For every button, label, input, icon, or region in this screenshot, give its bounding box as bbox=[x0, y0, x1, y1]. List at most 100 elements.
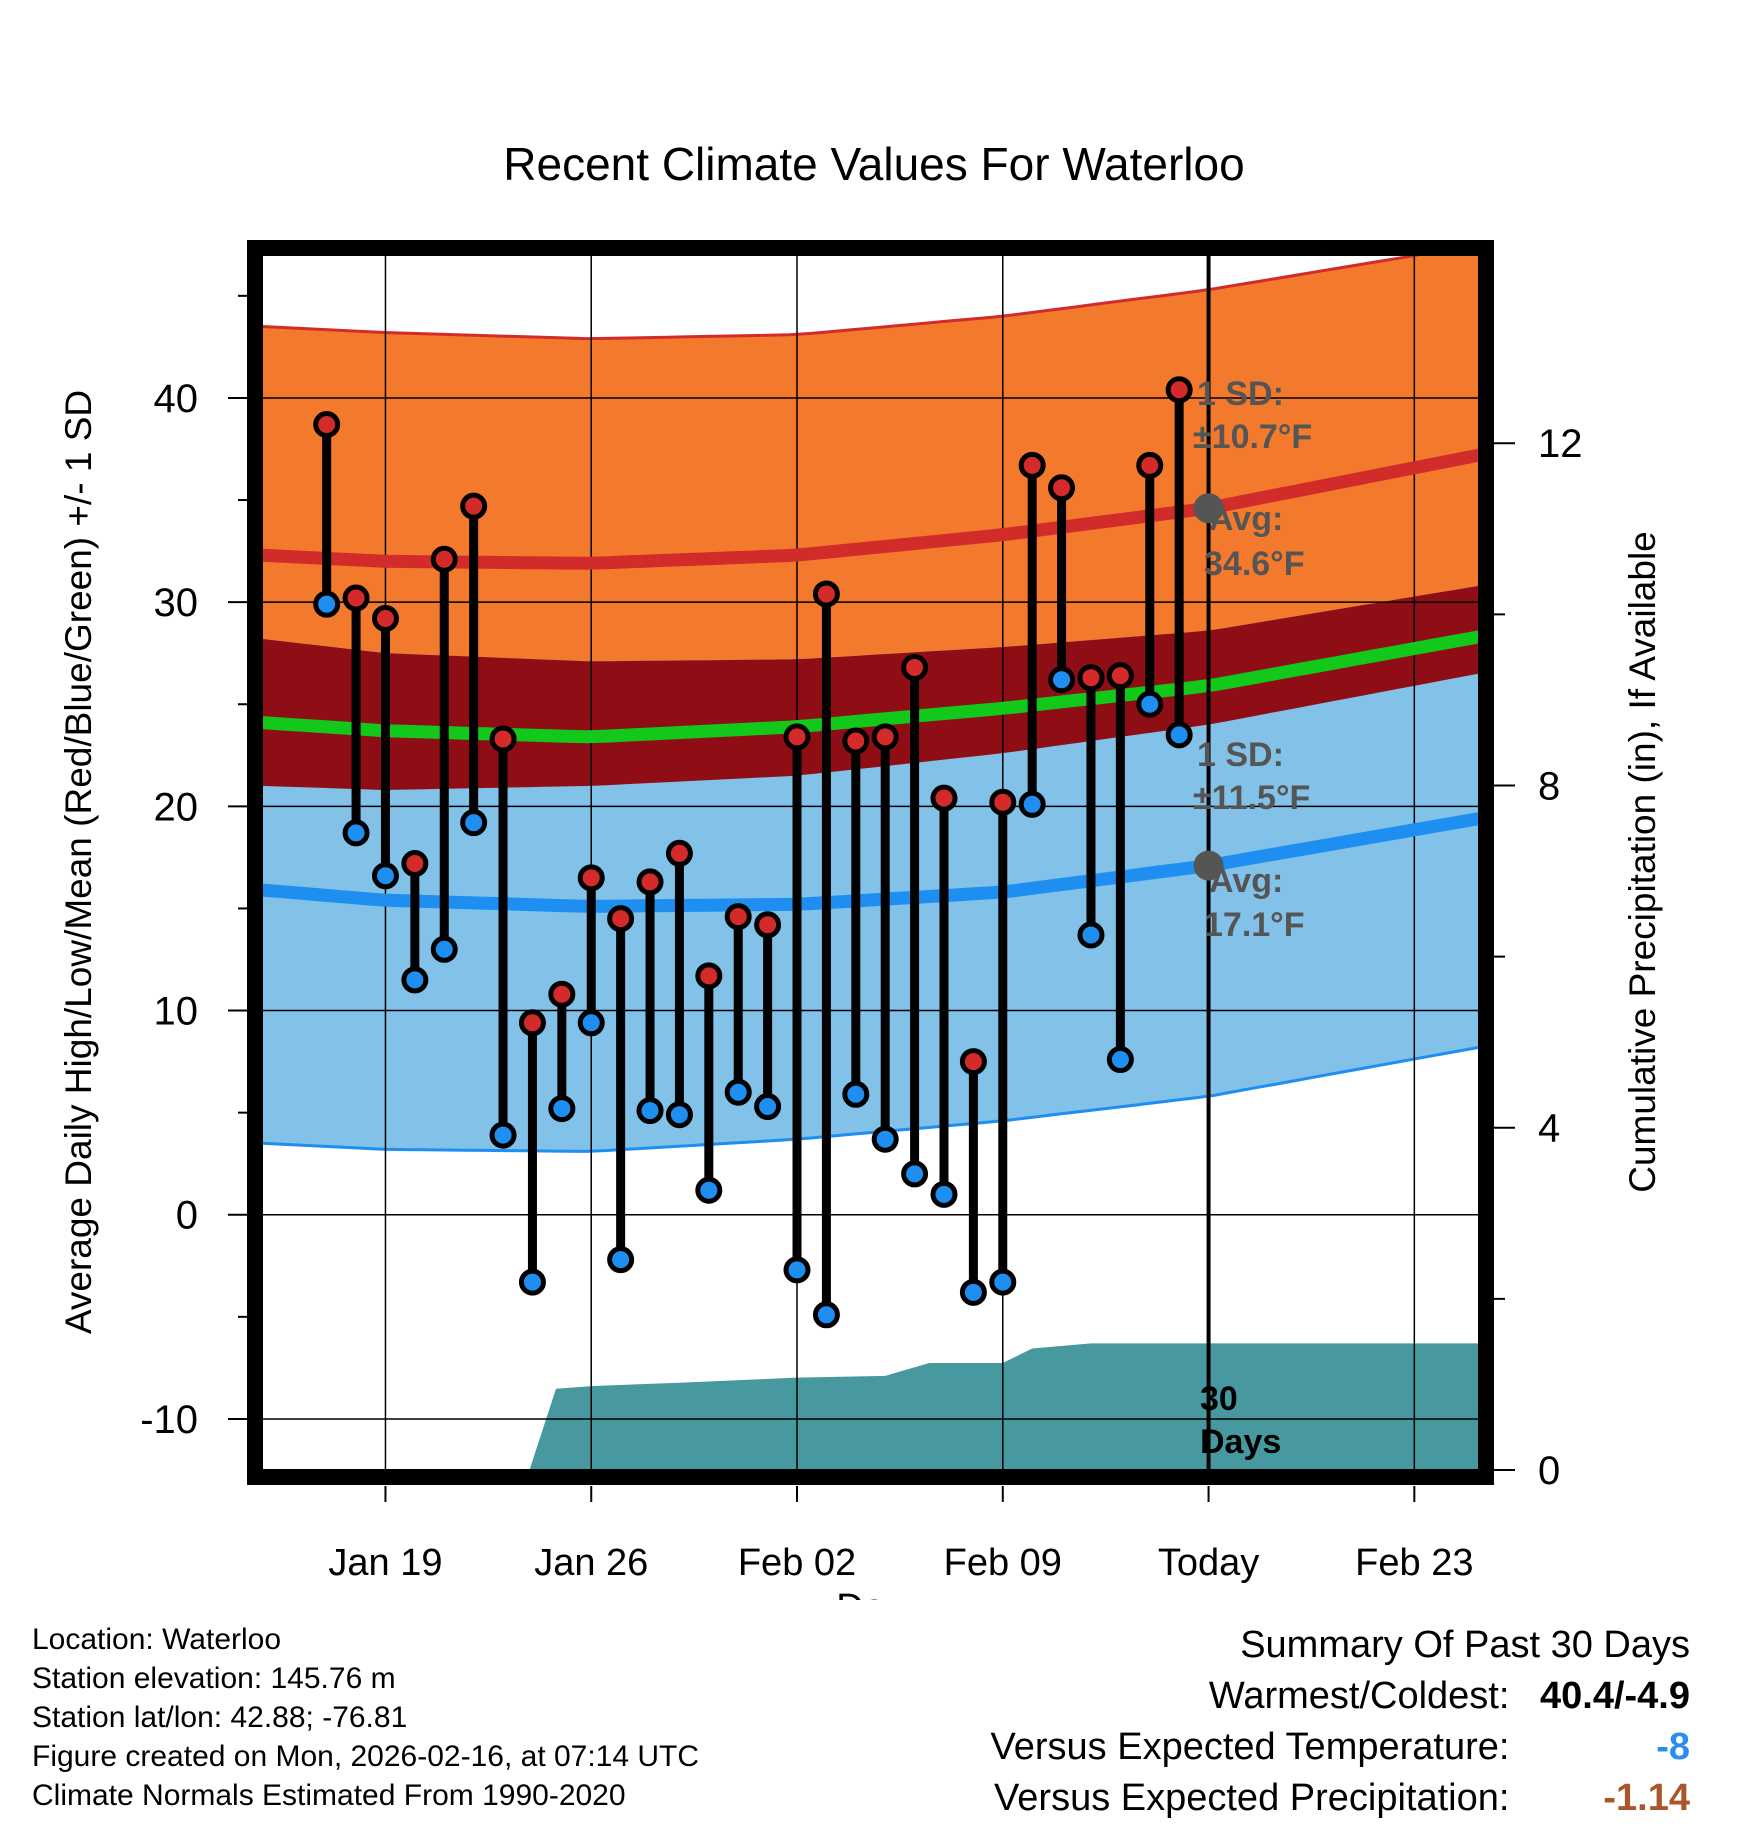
latlon-text: Station lat/lon: 42.88; -76.81 bbox=[32, 1701, 408, 1734]
low-marker bbox=[901, 1160, 929, 1188]
x-tick-label: Feb 23 bbox=[1355, 1542, 1473, 1584]
high-marker bbox=[1018, 451, 1046, 479]
daily-markers bbox=[313, 376, 1193, 1329]
low-marker bbox=[959, 1278, 987, 1306]
low-marker bbox=[371, 862, 399, 890]
high-marker bbox=[1136, 451, 1164, 479]
high-marker bbox=[901, 653, 929, 681]
y-tick-label: 10 bbox=[154, 990, 199, 1034]
low-marker bbox=[1106, 1046, 1134, 1074]
high-marker bbox=[724, 903, 752, 931]
station-info: Location: Waterloo Station elevation: 14… bbox=[32, 1620, 699, 1815]
low-marker bbox=[1077, 921, 1105, 949]
high-avg-value: 34.6°F bbox=[1204, 545, 1305, 583]
low-sd-value: ±11.5°F bbox=[1193, 779, 1310, 817]
high-marker bbox=[577, 864, 605, 892]
high-marker bbox=[1077, 664, 1105, 692]
temp-label: Versus Expected Temperature: bbox=[990, 1726, 1510, 1768]
summary-panel: Summary Of Past 30 Days Warmest/Coldest:… bbox=[991, 1620, 1690, 1824]
high-marker bbox=[313, 410, 341, 438]
low-marker bbox=[665, 1101, 693, 1129]
low-marker bbox=[1048, 666, 1076, 694]
precip-label: Versus Expected Precipitation: bbox=[994, 1777, 1510, 1819]
high-avg-label: Avg: bbox=[1209, 500, 1283, 538]
x-tick-label: Jan 19 bbox=[328, 1542, 442, 1584]
x-tick-label: Feb 02 bbox=[738, 1542, 856, 1584]
y2-axis-label: Cumulative Precipitation (in), If Availa… bbox=[1622, 531, 1663, 1193]
mean-normal-line bbox=[262, 630, 1479, 744]
low-marker bbox=[695, 1176, 723, 1204]
y-tick-label: 40 bbox=[154, 377, 199, 421]
elevation-text: Station elevation: 145.76 m bbox=[32, 1662, 396, 1695]
high-avg-dot bbox=[1193, 493, 1224, 524]
high-marker bbox=[401, 850, 429, 878]
temp-value: -8 bbox=[1656, 1726, 1690, 1768]
precip-row: Versus Expected Precipitation: -1.14 bbox=[991, 1773, 1690, 1824]
high-marker bbox=[460, 492, 488, 520]
days-label-text: Days bbox=[1200, 1423, 1281, 1461]
low-marker bbox=[930, 1180, 958, 1208]
low-marker bbox=[783, 1256, 811, 1284]
high-marker bbox=[548, 980, 576, 1008]
low-marker bbox=[812, 1301, 840, 1329]
high-marker bbox=[665, 839, 693, 867]
plot-frame bbox=[247, 240, 1494, 1485]
normals-text: Climate Normals Estimated From 1990-2020 bbox=[32, 1779, 626, 1812]
y2-tick-label: 12 bbox=[1538, 422, 1583, 466]
x-axis-label: Day bbox=[836, 1587, 904, 1600]
low-avg-label: Avg: bbox=[1209, 862, 1283, 900]
low-sd-label: 1 SD: bbox=[1197, 736, 1284, 774]
low-marker bbox=[724, 1078, 752, 1106]
x-tick-label: Jan 26 bbox=[534, 1542, 648, 1584]
high-marker bbox=[342, 584, 370, 612]
created-text: Figure created on Mon, 2026-02-16, at 07… bbox=[32, 1740, 700, 1773]
low-marker bbox=[636, 1097, 664, 1125]
low-avg-value: 17.1°F bbox=[1204, 906, 1305, 944]
low-marker bbox=[489, 1121, 517, 1149]
low-marker bbox=[1165, 721, 1193, 749]
axis-ticks: Jan 19 Jan 26 Feb 02 Feb 09 Today Feb 23 -10 0 1… bbox=[140, 294, 1583, 1584]
high-marker bbox=[842, 727, 870, 755]
y-axis-label: Average Daily High/Low/Mean (Red/Blue/Gr… bbox=[58, 390, 99, 1334]
high-marker bbox=[1048, 474, 1076, 502]
high-marker bbox=[695, 962, 723, 990]
y2-tick-label: 8 bbox=[1538, 764, 1560, 808]
warmest-value: 40.4/-4.9 bbox=[1540, 1675, 1690, 1717]
low-marker bbox=[518, 1268, 546, 1296]
high-marker bbox=[1165, 376, 1193, 404]
high-marker bbox=[518, 1009, 546, 1037]
low-marker bbox=[871, 1125, 899, 1153]
high-marker bbox=[959, 1048, 987, 1076]
high-marker bbox=[489, 725, 517, 753]
climate-chart: Recent Climate Values For Waterloo Jan 1… bbox=[58, 138, 1663, 1600]
daily-range-stems bbox=[322, 389, 1184, 1315]
y-tick-label: 30 bbox=[154, 581, 199, 625]
y2-tick-label: 0 bbox=[1538, 1449, 1560, 1493]
high-marker bbox=[607, 905, 635, 933]
low-marker bbox=[1136, 690, 1164, 718]
low-marker bbox=[430, 935, 458, 963]
low-marker bbox=[607, 1246, 635, 1274]
high-marker bbox=[371, 604, 399, 632]
low-marker bbox=[577, 1009, 605, 1037]
warmest-row: Warmest/Coldest: 40.4/-4.9 bbox=[991, 1671, 1690, 1722]
days-label-number: 30 bbox=[1200, 1380, 1238, 1418]
high-marker bbox=[871, 723, 899, 751]
low-marker bbox=[842, 1080, 870, 1108]
low-avg-dot bbox=[1193, 850, 1224, 881]
y-tick-label: 0 bbox=[176, 1194, 198, 1238]
x-tick-label: Today bbox=[1158, 1542, 1259, 1584]
high-sd-label: 1 SD: bbox=[1197, 375, 1284, 413]
low-marker bbox=[989, 1268, 1017, 1296]
high-marker bbox=[783, 723, 811, 751]
high-marker bbox=[930, 784, 958, 812]
high-marker bbox=[812, 580, 840, 608]
high-marker bbox=[636, 868, 664, 896]
x-tick-label: Feb 09 bbox=[944, 1542, 1062, 1584]
temp-row: Versus Expected Temperature: -8 bbox=[991, 1722, 1690, 1773]
precip-value: -1.14 bbox=[1603, 1777, 1690, 1819]
y2-tick-label: 4 bbox=[1538, 1107, 1560, 1151]
location-text: Location: Waterloo bbox=[32, 1623, 282, 1656]
chart-title: Recent Climate Values For Waterloo bbox=[503, 138, 1244, 190]
low-marker bbox=[313, 590, 341, 618]
